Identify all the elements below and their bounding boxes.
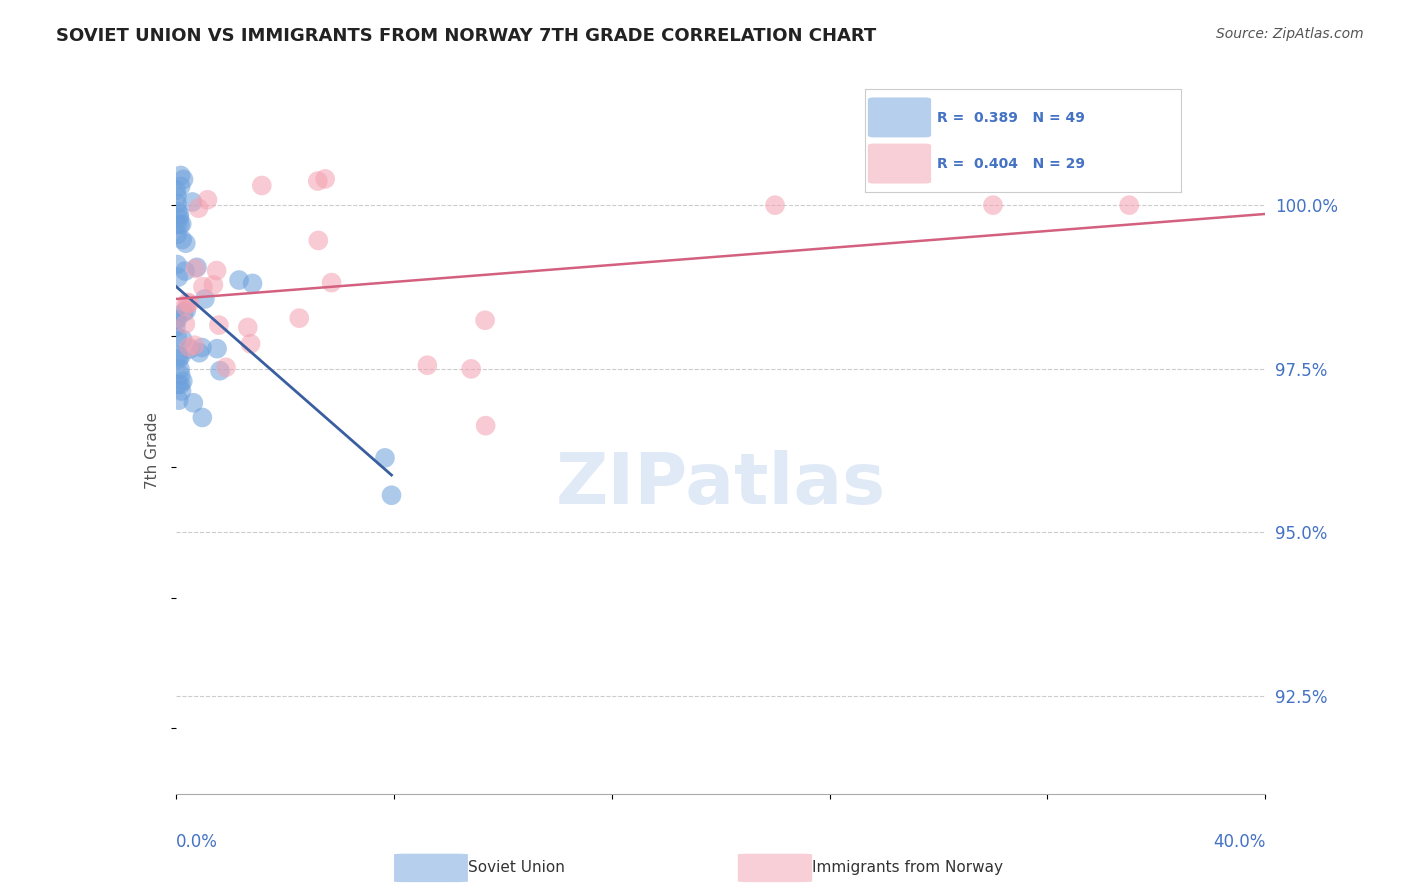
Point bbox=[205, 342, 228, 356]
Point bbox=[167, 270, 190, 285]
Point bbox=[416, 358, 439, 372]
Point bbox=[165, 312, 187, 326]
Point bbox=[186, 260, 208, 275]
Point bbox=[167, 377, 190, 392]
Point bbox=[172, 332, 194, 346]
Point bbox=[170, 217, 193, 231]
Point bbox=[242, 277, 264, 291]
Point bbox=[184, 261, 207, 276]
Point bbox=[191, 341, 214, 355]
Point bbox=[1118, 198, 1140, 212]
Point bbox=[166, 227, 188, 242]
Point bbox=[202, 277, 225, 292]
Point bbox=[174, 264, 197, 278]
Point bbox=[172, 374, 194, 388]
Point bbox=[181, 194, 204, 209]
FancyBboxPatch shape bbox=[868, 97, 931, 137]
Point bbox=[166, 204, 188, 219]
Point bbox=[187, 201, 209, 215]
Y-axis label: 7th Grade: 7th Grade bbox=[145, 412, 160, 489]
Point bbox=[174, 299, 197, 313]
Text: 40.0%: 40.0% bbox=[1213, 833, 1265, 851]
Text: Soviet Union: Soviet Union bbox=[468, 861, 565, 875]
Point bbox=[763, 198, 786, 212]
Point bbox=[167, 352, 190, 367]
Point bbox=[173, 305, 195, 319]
Text: R =  0.404   N = 29: R = 0.404 N = 29 bbox=[938, 157, 1085, 171]
Point bbox=[166, 330, 188, 344]
Point bbox=[179, 296, 201, 310]
Text: Source: ZipAtlas.com: Source: ZipAtlas.com bbox=[1216, 27, 1364, 41]
Point bbox=[380, 488, 402, 502]
Point bbox=[205, 263, 228, 277]
Point bbox=[169, 377, 191, 392]
Point bbox=[228, 273, 250, 287]
Point bbox=[981, 198, 1004, 212]
Point bbox=[169, 218, 191, 232]
Text: SOVIET UNION VS IMMIGRANTS FROM NORWAY 7TH GRADE CORRELATION CHART: SOVIET UNION VS IMMIGRANTS FROM NORWAY 7… bbox=[56, 27, 876, 45]
Point bbox=[321, 276, 343, 290]
Point bbox=[169, 211, 191, 225]
Point bbox=[169, 362, 191, 376]
Text: 0.0%: 0.0% bbox=[176, 833, 218, 851]
Point bbox=[183, 338, 205, 352]
Point bbox=[170, 368, 193, 382]
Text: R =  0.389   N = 49: R = 0.389 N = 49 bbox=[938, 111, 1085, 125]
Point bbox=[191, 410, 214, 425]
Point bbox=[307, 234, 329, 248]
FancyBboxPatch shape bbox=[868, 144, 931, 184]
FancyBboxPatch shape bbox=[394, 854, 468, 882]
Point bbox=[314, 172, 336, 186]
Point bbox=[191, 280, 214, 294]
Point bbox=[460, 362, 482, 376]
Point bbox=[166, 218, 188, 232]
Point bbox=[167, 393, 190, 408]
Point bbox=[215, 360, 238, 375]
Point bbox=[208, 364, 231, 378]
Point bbox=[169, 179, 191, 194]
Point bbox=[197, 193, 219, 207]
Point bbox=[179, 342, 201, 356]
Point bbox=[288, 311, 311, 326]
Point bbox=[172, 233, 194, 247]
Point bbox=[166, 196, 188, 211]
Point bbox=[165, 183, 187, 197]
Point bbox=[166, 312, 188, 326]
Point bbox=[250, 178, 273, 193]
Point bbox=[307, 174, 329, 188]
Point bbox=[236, 320, 259, 334]
Text: Immigrants from Norway: Immigrants from Norway bbox=[813, 861, 1002, 875]
Point bbox=[188, 345, 211, 359]
Point bbox=[474, 313, 496, 327]
Point bbox=[174, 236, 197, 251]
Point bbox=[194, 292, 217, 306]
Point bbox=[173, 172, 195, 186]
Point bbox=[170, 384, 193, 398]
Point bbox=[167, 349, 190, 363]
Point bbox=[174, 303, 197, 318]
Point bbox=[166, 258, 188, 272]
Point bbox=[208, 318, 231, 332]
FancyBboxPatch shape bbox=[738, 854, 813, 882]
Point bbox=[170, 169, 193, 183]
Point bbox=[165, 319, 187, 334]
Point bbox=[474, 418, 496, 433]
Point bbox=[177, 340, 200, 354]
Point bbox=[176, 295, 198, 310]
Point bbox=[166, 189, 188, 203]
Text: ZIPatlas: ZIPatlas bbox=[555, 450, 886, 519]
Point bbox=[183, 396, 205, 410]
Point bbox=[174, 317, 197, 331]
Point bbox=[239, 336, 262, 351]
Point bbox=[374, 450, 396, 465]
Point bbox=[169, 350, 191, 364]
Point bbox=[169, 208, 191, 222]
